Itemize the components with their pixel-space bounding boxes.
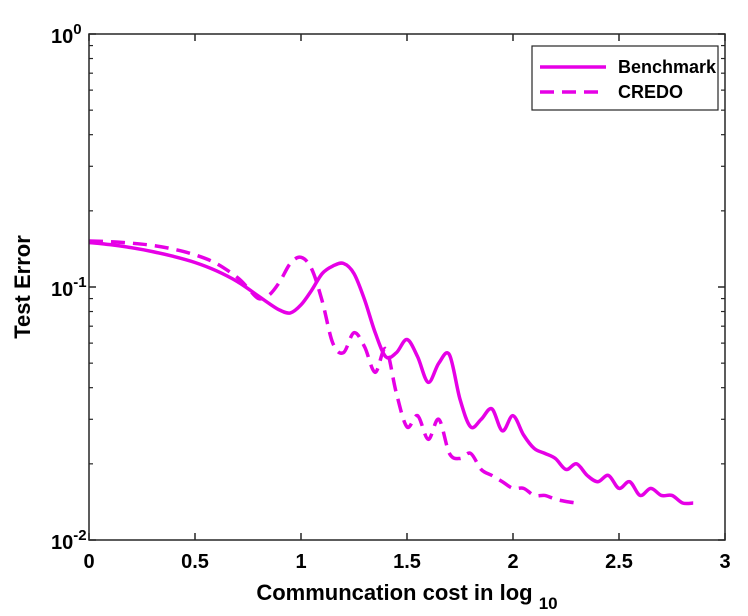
x-axis-label: Communcation cost in log 10 xyxy=(256,580,557,613)
y-tick-label: 10-2 xyxy=(51,527,87,554)
y-axis-label: Test Error xyxy=(10,235,35,339)
x-tick-label: 3 xyxy=(719,551,730,573)
series-line-benchmark xyxy=(88,240,694,506)
series-layer xyxy=(88,239,694,506)
y-tick-label: 10-1 xyxy=(51,274,87,301)
x-tick-label: 0.5 xyxy=(181,551,209,573)
x-tick-label: 2.5 xyxy=(605,551,633,573)
legend: Benchmark CREDO xyxy=(531,45,719,111)
x-tick-label: 1 xyxy=(295,551,306,573)
legend-label-benchmark: Benchmark xyxy=(618,57,717,77)
x-tick-label: 1.5 xyxy=(393,551,421,573)
legend-box xyxy=(531,45,719,111)
axes-layer: 0 0.5 1 1.5 2 2.5 3 10-2 10-1 100 Communcation cos… xyxy=(10,21,731,613)
x-tick-label: 2 xyxy=(507,551,518,573)
y-tick-label: 100 xyxy=(51,21,82,48)
series-line-credo xyxy=(88,239,577,505)
x-tick-label: 0 xyxy=(83,551,94,573)
plot-area xyxy=(89,34,725,540)
plot-background xyxy=(89,34,725,540)
legend-label-credo: CREDO xyxy=(618,82,683,102)
